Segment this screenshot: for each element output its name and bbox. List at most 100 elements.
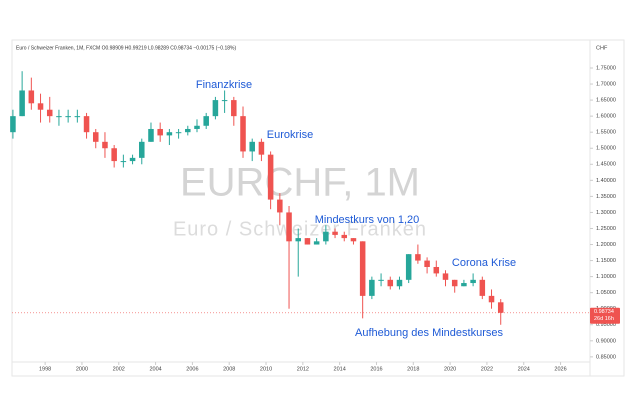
- x-tick-label: 2004: [149, 366, 161, 372]
- candle-body: [332, 231, 338, 235]
- candle-body: [46, 109, 53, 117]
- candle-body: [249, 141, 255, 152]
- candle-body: [65, 116, 71, 118]
- candle-body: [415, 254, 421, 261]
- candle-body: [451, 279, 458, 287]
- candle-body: [212, 100, 219, 117]
- candle-body: [461, 283, 467, 287]
- y-tick-label: 0.85000: [596, 354, 616, 360]
- x-tick-label: 2008: [223, 366, 235, 372]
- candle-body: [175, 132, 182, 134]
- candle-body: [120, 161, 127, 163]
- y-tick-label: 1.50000: [596, 146, 616, 152]
- x-tick-label: 2006: [186, 366, 198, 372]
- annotation: Aufhebung des Mindestkurses: [355, 327, 503, 339]
- x-tick-label: 1998: [39, 366, 51, 372]
- candle-body: [470, 279, 476, 284]
- x-tick-label: 2000: [76, 366, 88, 372]
- candle-body: [267, 154, 274, 200]
- candle-body: [28, 90, 35, 104]
- candle-body: [74, 116, 81, 118]
- candle-body: [231, 100, 237, 117]
- candle-body: [221, 100, 228, 102]
- y-tick-label: 1.70000: [596, 81, 616, 87]
- x-tick-label: 2016: [370, 366, 382, 372]
- x-tick-label: 2012: [297, 366, 309, 372]
- candle-body: [286, 212, 292, 242]
- watermark-title: EURCHF, 1M: [180, 161, 420, 205]
- x-tick-label: 2020: [444, 366, 456, 372]
- candle-body: [405, 254, 412, 280]
- chart-header: Euro / Schweizer Franken, 1M, FXCM O0.98…: [16, 45, 236, 51]
- candle-body: [139, 141, 145, 158]
- candle-body: [56, 116, 62, 118]
- x-tick-label: 2010: [260, 366, 272, 372]
- price-countdown: 26d 16h: [594, 316, 614, 322]
- x-tick-label: 2018: [407, 366, 419, 372]
- candle-body: [488, 295, 495, 303]
- x-tick-label: 2026: [554, 366, 566, 372]
- candle-body: [387, 279, 394, 287]
- candle-body: [497, 302, 504, 313]
- x-tick-label: 2014: [334, 366, 346, 372]
- y-tick-label: 1.35000: [596, 194, 616, 200]
- currency-label: CHF: [596, 45, 608, 51]
- candle-body: [341, 234, 348, 239]
- candle-body: [194, 125, 200, 129]
- x-tick-label: 2002: [113, 366, 125, 372]
- candle-body: [396, 279, 403, 287]
- candle-body: [148, 128, 154, 142]
- candle-body: [323, 231, 329, 242]
- candle-body: [369, 279, 375, 296]
- y-tick-label: 1.25000: [596, 226, 616, 232]
- y-tick-label: 1.55000: [596, 130, 616, 136]
- candle-body: [442, 273, 449, 280]
- candle-body: [350, 238, 357, 242]
- candle-body: [92, 132, 99, 142]
- price-tag: [590, 307, 620, 324]
- y-tick-label: 1.10000: [596, 274, 616, 280]
- x-tick-label: 2022: [481, 366, 493, 372]
- candle-body: [479, 279, 486, 296]
- annotation: Eurokrise: [267, 129, 313, 141]
- candle-body: [313, 241, 320, 245]
- y-tick-label: 1.60000: [596, 114, 616, 120]
- y-tick-label: 1.15000: [596, 258, 616, 264]
- candle-body: [19, 90, 25, 117]
- candle-body: [111, 148, 117, 162]
- y-tick-label: 1.45000: [596, 162, 616, 168]
- y-tick-label: 0.95000: [596, 322, 616, 328]
- candle-body: [10, 116, 16, 133]
- candle-body: [359, 241, 366, 296]
- candle-body: [102, 141, 108, 149]
- candle-body: [424, 260, 430, 267]
- annotation: Mindestkurs von 1,20: [315, 214, 420, 226]
- candle-body: [166, 132, 173, 136]
- annotation: Corona Krise: [452, 257, 516, 269]
- candle-body: [185, 128, 191, 133]
- candle-body: [433, 266, 440, 274]
- candle-body: [157, 128, 163, 136]
- y-tick-label: 1.20000: [596, 242, 616, 248]
- y-tick-label: 1.40000: [596, 178, 616, 184]
- y-tick-label: 0.90000: [596, 338, 616, 344]
- annotation: Finanzkrise: [196, 79, 252, 91]
- candle-body: [83, 116, 90, 133]
- candle-body: [304, 238, 311, 245]
- y-tick-label: 1.05000: [596, 290, 616, 296]
- y-tick-label: 1.65000: [596, 98, 616, 104]
- y-tick-label: 1.30000: [596, 210, 616, 216]
- price-tag-value: 0.98734: [594, 309, 614, 315]
- candle-body: [295, 238, 301, 242]
- candle-body: [37, 103, 44, 110]
- y-tick-label: 1.75000: [596, 65, 616, 71]
- watermark-subtitle: Euro / Schweizer Franken: [173, 218, 427, 240]
- candle-body: [203, 116, 209, 126]
- candle-body: [129, 157, 136, 162]
- candle-body: [277, 199, 283, 213]
- candle-body: [378, 279, 384, 281]
- x-tick-label: 2024: [518, 366, 530, 372]
- chart-frame: [11, 39, 625, 377]
- candle-body: [240, 116, 246, 152]
